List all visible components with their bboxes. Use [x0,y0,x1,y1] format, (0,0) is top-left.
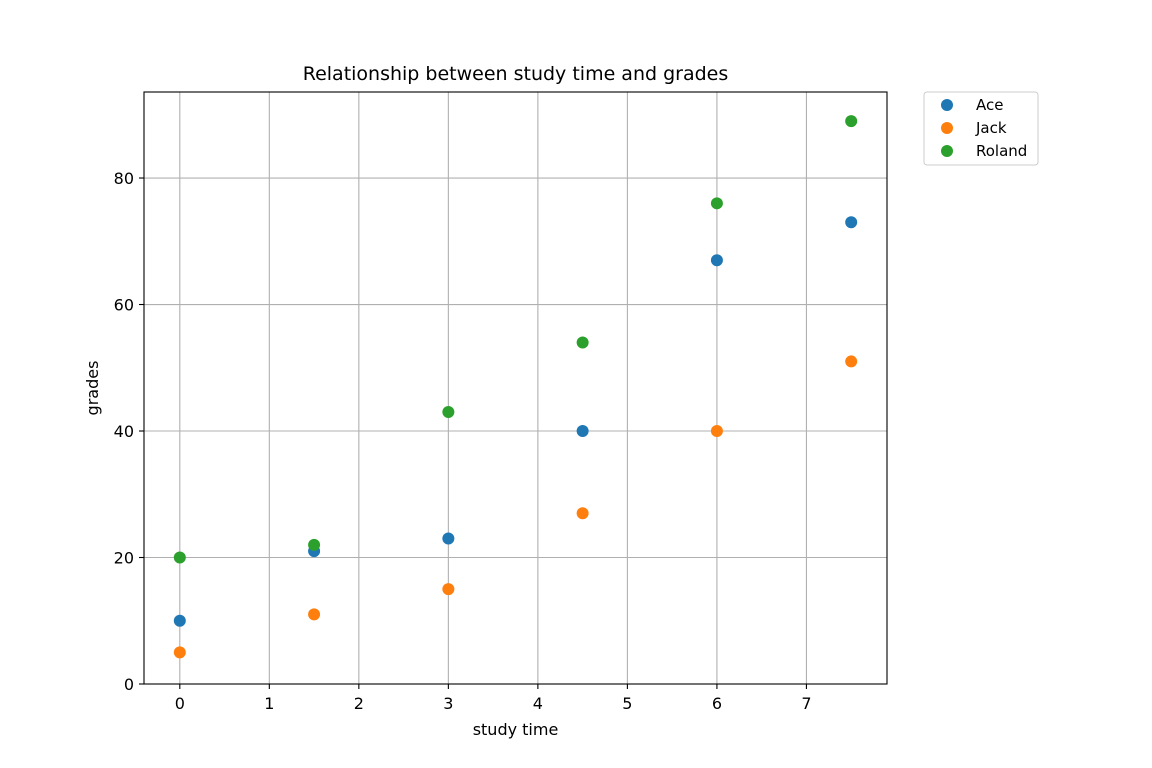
data-point-jack [442,583,455,596]
data-points [173,115,858,659]
data-point-jack [710,425,723,438]
data-point-roland [845,115,858,128]
data-point-roland [173,551,186,564]
x-tick-label: 7 [801,694,811,713]
data-point-jack [576,507,589,520]
legend-label-roland: Roland [976,142,1027,160]
data-point-ace [442,532,455,545]
x-tick-label: 4 [533,694,543,713]
data-point-ace [845,216,858,229]
y-tick-label: 80 [114,169,134,188]
legend: Ace Jack Roland [923,91,1039,166]
legend-marker-ace [941,99,953,111]
y-tick-label: 40 [114,422,134,441]
grid-lines [144,92,887,685]
data-point-roland [710,197,723,210]
chart-title: Relationship between study time and grad… [303,63,729,85]
axis-ticks: 0 1 2 3 4 5 6 7 0 20 40 60 80 [114,169,812,713]
x-axis-label: study time [473,720,559,739]
x-tick-label: 2 [354,694,364,713]
data-point-ace [576,425,589,438]
data-point-jack [308,608,321,621]
data-point-roland [442,406,455,419]
data-point-roland [308,538,321,551]
y-tick-label: 0 [124,675,134,694]
y-tick-label: 20 [114,549,134,568]
legend-box [923,91,1039,166]
legend-marker-roland [941,145,953,157]
axes-frame [143,91,888,685]
data-point-ace [173,614,186,627]
data-point-roland [576,336,589,349]
x-tick-label: 6 [712,694,722,713]
x-tick-label: 3 [443,694,453,713]
y-axis-label: grades [83,361,102,416]
legend-label-ace: Ace [976,96,1003,114]
x-tick-label: 0 [175,694,185,713]
legend-marker-jack [941,122,953,134]
legend-label-jack: Jack [975,119,1007,137]
data-point-ace [710,254,723,267]
y-tick-label: 60 [114,296,134,315]
x-tick-label: 5 [622,694,632,713]
x-tick-label: 1 [264,694,274,713]
data-point-jack [845,355,858,368]
data-point-jack [173,646,186,659]
